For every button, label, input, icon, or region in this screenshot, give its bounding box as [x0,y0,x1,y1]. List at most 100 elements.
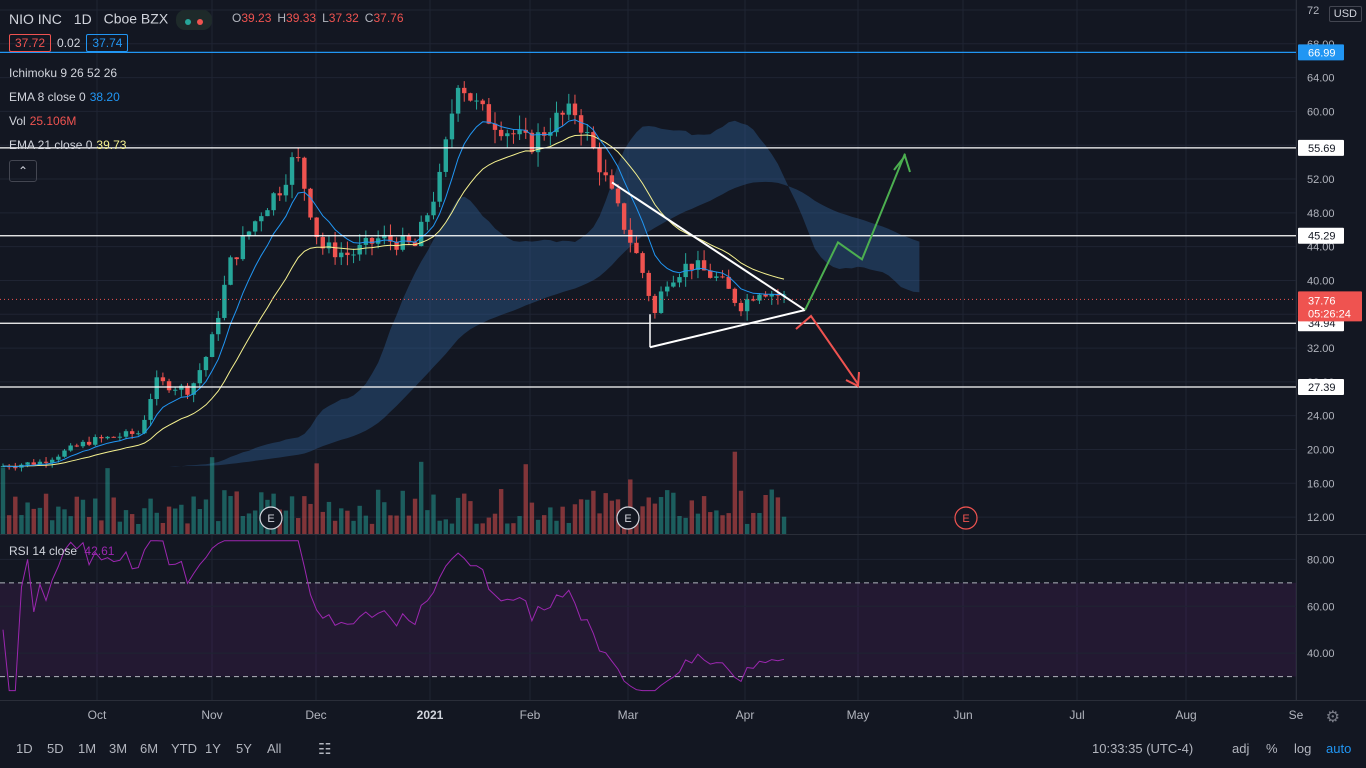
candle-body [412,242,418,247]
volume-bar [677,515,682,534]
indicator-value: 38.20 [89,90,120,104]
volume-bar [763,494,768,534]
timeframe-button[interactable]: 1M [78,741,97,756]
timeframe-button[interactable]: All [267,741,282,756]
candle-body [425,215,430,222]
volume-bar [597,513,602,534]
candle-body [751,299,756,301]
volume-bar [609,500,615,534]
indicator-legend[interactable]: Ichimoku 9 26 52 26 [9,66,121,80]
volume-bar [775,497,781,534]
volume-bar [548,507,553,534]
scale-option-button[interactable]: auto [1326,741,1352,756]
candle-body [302,157,307,189]
timeframe-button[interactable]: 3M [109,741,128,756]
volume-bar [505,523,510,534]
indicator-legend[interactable]: Vol 25.106M [9,114,76,128]
candle-body [511,133,516,135]
volume-bar [50,520,55,534]
candle-body [246,231,252,237]
volume-bar [412,498,418,534]
timeframe-button[interactable]: 6M [140,741,159,756]
candle-body [93,437,98,445]
rsi-value: 42.61 [84,544,115,558]
candle-body [68,445,73,451]
date-range-icon[interactable]: ☷ [318,741,332,758]
ichimoku-cloud-area [3,120,920,467]
candle-body [603,172,608,176]
timeframe-button[interactable]: 5Y [236,741,252,756]
indicator-legend[interactable]: EMA 8 close 0 38.20 [9,90,120,104]
price-tick-label: 40.00 [1307,275,1335,287]
candle-body [326,242,332,249]
scale-option-button[interactable]: log [1294,741,1312,756]
level-label-bg [1298,44,1344,61]
level-label: 55.69 [1308,143,1336,155]
timeframe-button[interactable]: YTD [171,741,197,756]
candle-body [757,294,762,301]
level-label: 45.29 [1308,231,1336,243]
scale-option-button[interactable]: adj [1232,741,1250,756]
time-tick-label: Apr [736,708,755,722]
candle-body [252,221,258,232]
scale-option-button[interactable]: % [1266,741,1278,756]
volume-bar [191,496,196,534]
volume-bar [302,496,307,534]
symbol-name[interactable]: NIO INC [9,10,62,27]
spread-value: 0.02 [57,36,81,50]
indicator-name: EMA 21 close 0 [9,138,93,152]
candle-body [560,112,565,115]
price-tick-label: 48.00 [1307,208,1335,220]
indicator-name: Vol [9,114,26,128]
volume-bar [129,514,135,534]
ask-price[interactable]: 37.74 [86,34,129,52]
volume-bar [462,493,467,534]
candle-body [209,334,215,357]
status-dots[interactable] [176,10,213,30]
volume-bar [449,523,455,534]
candle-body [166,381,172,391]
candle-body [160,377,166,382]
rsi-line [2,540,785,692]
candle-body [455,87,461,114]
candle-body [37,461,43,465]
axes: 7268.0064.0060.0056.0052.0048.0044.0040.… [88,5,1362,722]
candle-body [0,466,6,468]
time-tick-label: Oct [88,708,107,722]
candle-body [13,467,18,469]
candle-body [726,276,731,289]
candle-body [271,193,276,211]
level-label: 27.39 [1308,382,1336,394]
candle-body [492,123,498,130]
rsi-band [0,582,1296,677]
candle-body [480,100,485,105]
candle-body [191,383,196,395]
indicator-legend[interactable]: EMA 21 close 0 39.73 [9,138,126,152]
volume-bar [105,468,110,534]
ichimoku-cloud [3,120,920,467]
candle-body [277,193,282,196]
collapse-legend-button[interactable]: ⌃ [9,160,37,182]
timeframe-button[interactable]: 1Y [205,741,221,756]
candle-body [769,294,774,297]
settings-gear-icon[interactable]: ⚙ [1325,709,1340,726]
currency-label[interactable]: USD [1328,6,1362,22]
bearish-arrow-head [845,371,860,388]
volume-bar [689,500,694,534]
candle-body [265,210,270,217]
volume-bar [572,504,578,534]
timeframe-button[interactable]: 5D [47,741,64,756]
interval-label[interactable]: 1D [73,10,92,27]
volume-bar [400,490,405,534]
bearish-projection-arrow [795,314,859,385]
candle-body [732,288,738,303]
candle-body [695,260,701,270]
volume-bar [591,490,596,534]
volume-bar [136,523,141,534]
timeframe-button[interactable]: 1D [16,741,33,756]
candle-body [31,462,36,465]
bid-price[interactable]: 37.72 [9,34,52,52]
candle-body [388,234,393,242]
